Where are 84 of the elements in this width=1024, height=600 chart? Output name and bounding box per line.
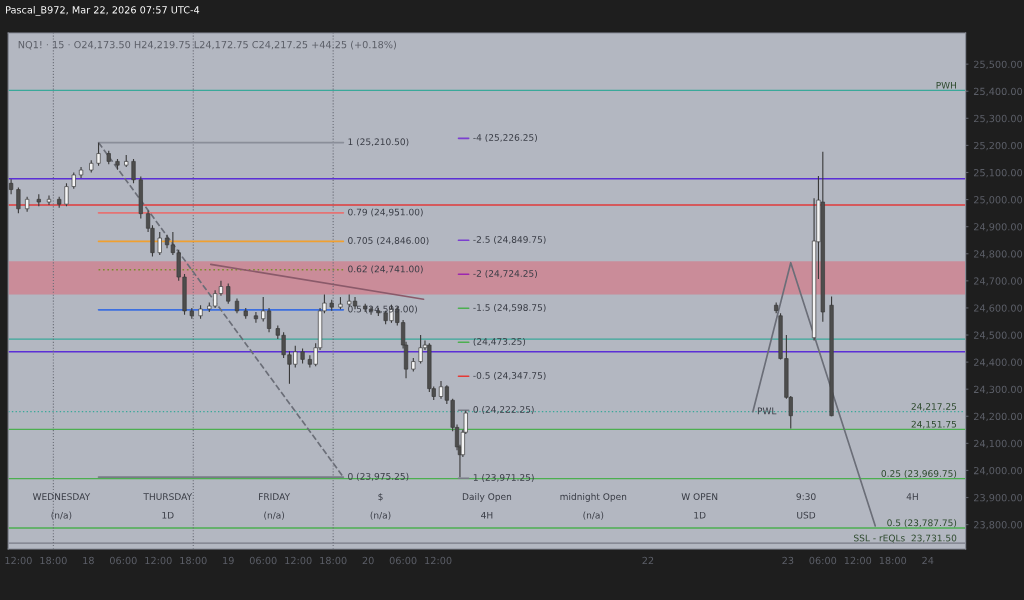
candlestick (64, 182, 69, 207)
ref-line-label: 24,217.25 (911, 403, 957, 411)
y-tick-label: 24,200.00 (973, 412, 1023, 422)
ref-line-label: PWH (936, 81, 956, 89)
annotation: (n/a) (370, 511, 391, 520)
annotation: PWL (757, 407, 777, 415)
annotation: (n/a) (583, 511, 604, 520)
x-tick-label: 12:00 (5, 556, 32, 565)
y-tick-label: 24,300.00 (973, 385, 1023, 395)
x-tick-label: 18:00 (879, 556, 907, 565)
chart-subtitle: Pascal_B972, Mar 22, 2026 07:57 UTC-4 (6, 6, 200, 16)
candlestick (157, 231, 162, 256)
x-tick-label: 23 (782, 556, 794, 565)
y-tick-label: 25,000.00 (973, 196, 1023, 205)
annotation: 0 (24,222.25) (473, 405, 534, 414)
x-tick-label: 20 (362, 556, 374, 565)
y-tick-label: 25,100.00 (973, 168, 1023, 178)
candlestick (418, 334, 423, 365)
x-tick-label: 12:00 (844, 556, 872, 565)
annotation: (n/a) (51, 511, 72, 520)
annotation: Daily Open (462, 493, 512, 502)
candlestick (96, 142, 101, 167)
text: NQ1! · 15 · O24,173.50 H24,219.75 L24,172.75 C24,217.25 +44.25 (+0.18%) (18, 40, 396, 50)
ref-line-label: 0.5 (23,787.75) (887, 519, 957, 528)
annotation: 0.62 (24,741.00) (348, 265, 423, 274)
x-tick-label: 22 (642, 556, 654, 565)
annotation: 4H (906, 493, 918, 500)
y-tick-label: 25,500.00 (973, 60, 1023, 69)
candlestick (253, 311, 259, 324)
ref-line-label: SSL - rEQLs 23,731.50 (854, 534, 957, 543)
annotation: W OPEN (681, 493, 718, 501)
annotation: -0.5 (24,347.75) (473, 371, 546, 380)
annotation: WEDNESDAY (32, 493, 91, 501)
annotation: -4 (25,226.25) (473, 133, 537, 142)
y-tick-label: 23,900.00 (973, 494, 1023, 503)
y-tick-label: 25,300.00 (973, 114, 1023, 124)
annotation: 1D (162, 511, 174, 519)
candlestick (131, 158, 136, 184)
y-tick-label: 24,500.00 (973, 331, 1023, 340)
x-tick-label: 19 (223, 556, 234, 565)
annotation: -1.5 (24,598.75) (473, 303, 546, 312)
annotation: 0.79 (24,951.00) (348, 208, 423, 217)
y-tick-label: 24,400.00 (973, 358, 1023, 367)
annotation: FRIDAY (259, 493, 291, 500)
x-tick-label: 12:00 (425, 556, 452, 565)
annotation: 4H (481, 511, 493, 519)
x-tick-label: 06:00 (249, 556, 277, 565)
y-tick-label: 24,000.00 (973, 466, 1023, 476)
y-tick-label: 24,100.00 (973, 439, 1023, 449)
y-tick-label: 23,800.00 (973, 521, 1023, 530)
y-tick-label: 25,200.00 (973, 141, 1023, 151)
y-tick-label: 24,600.00 (973, 304, 1023, 313)
annotation: 0.705 (24,846.00) (348, 236, 429, 245)
ref-line-label: 0.25 (23,969.75) (881, 469, 957, 478)
y-tick-label: 25,400.00 (973, 87, 1023, 97)
x-tick-label: 12:00 (285, 556, 312, 565)
candlestick (9, 178, 14, 195)
annotation: 1 (25,210.50) (348, 138, 409, 147)
ref-line-label: 24,151.75 (911, 420, 957, 429)
annotation: midnight Open (560, 493, 627, 502)
y-tick-label: 24,900.00 (973, 223, 1023, 232)
candlestick (226, 282, 231, 305)
annotation: 9:30 (796, 493, 816, 501)
candlestick (16, 186, 21, 214)
x-tick-label: 06:00 (109, 556, 137, 565)
annotation: THURSDAY (143, 493, 193, 501)
y-tick-label: 24,700.00 (973, 277, 1023, 286)
x-tick-label: 24 (922, 556, 934, 565)
x-tick-label: 18:00 (180, 556, 207, 565)
y-tick-label: 24,800.00 (973, 250, 1023, 259)
annotation: (24,473.25) (473, 337, 526, 346)
x-tick-label: 06:00 (389, 556, 417, 565)
annotation: $ (378, 493, 383, 502)
x-tick-label: 18 (83, 556, 94, 565)
x-tick-label: 18:00 (320, 556, 347, 565)
x-tick-label: 06:00 (809, 556, 837, 565)
candlestick (46, 194, 52, 206)
x-tick-label: 18:00 (40, 556, 67, 565)
annotation: USD (797, 511, 816, 519)
annotation: (n/a) (264, 511, 285, 520)
annotation: -2 (24,724.25) (473, 269, 537, 278)
annotation: -2.5 (24,849.75) (473, 235, 546, 244)
x-tick-label: 12:00 (145, 556, 172, 565)
annotation: 1D (694, 511, 706, 519)
